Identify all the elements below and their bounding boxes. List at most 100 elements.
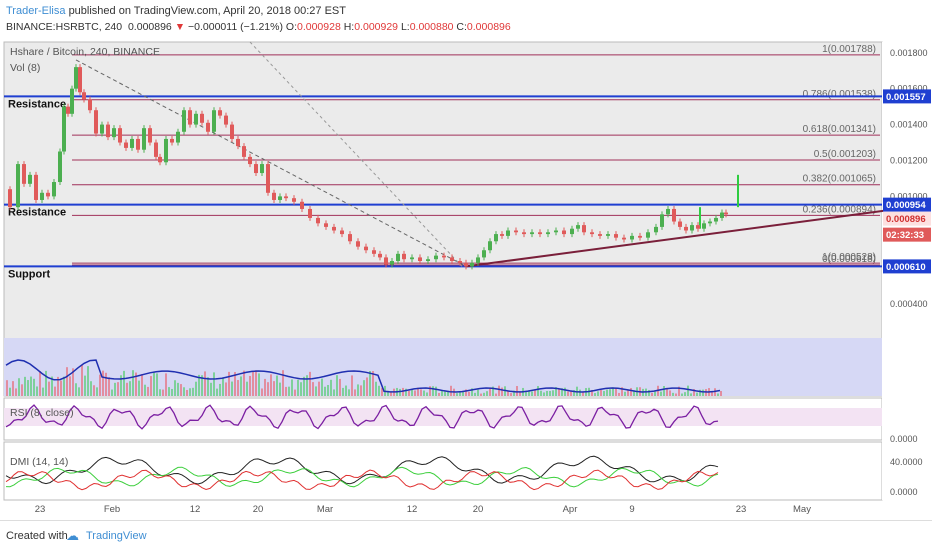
volume-bar (372, 371, 374, 396)
volume-bar (285, 386, 287, 396)
volume-bar (660, 391, 662, 396)
volume-bar (213, 372, 215, 396)
candle-body (434, 255, 438, 260)
x-tick-label: May (793, 504, 811, 515)
ascending-trendline (465, 209, 885, 268)
volume-bar (690, 393, 692, 396)
resistance-price-tag-box (883, 197, 931, 212)
price-change: −0.000011 (−1.21%) (188, 21, 283, 33)
volume-bar (303, 376, 305, 396)
candle-body (570, 228, 574, 235)
support-resistance-levels[interactable]: Resistance Resistance Support (4, 95, 882, 280)
volume-bar (387, 390, 389, 396)
candle-body (562, 230, 566, 235)
x-tick-label: 20 (473, 504, 484, 515)
candle-body (714, 217, 718, 222)
y-tick-label: 0.001600 (890, 84, 928, 94)
volume-bar (558, 389, 560, 396)
x-tick-label: Apr (563, 504, 578, 515)
volume-bar (411, 389, 413, 396)
candle-body (52, 182, 56, 197)
volume-bar (537, 386, 539, 396)
volume-bar (189, 388, 191, 396)
published-text: published on TradingView.com, April 20, … (68, 5, 346, 17)
candle-body (488, 241, 492, 251)
candle-body (248, 156, 252, 165)
volume-bar (369, 371, 371, 396)
volume-bar (441, 390, 443, 396)
volume-bar (6, 380, 8, 396)
dmi-pane[interactable] (3, 441, 883, 501)
volume-bar (459, 392, 461, 396)
candle-body (426, 259, 430, 262)
volume-bar (363, 380, 365, 396)
author-link[interactable]: Trader-Elisa (6, 5, 66, 17)
price-candles (8, 64, 728, 270)
candle-body (316, 217, 320, 224)
fib-level-label: 1(0.001788) (822, 44, 876, 55)
volume-bars (5, 359, 722, 396)
candle-body (458, 261, 462, 263)
volume-bar (60, 380, 62, 396)
volume-bar (288, 386, 290, 396)
di-plus-line (5, 466, 719, 488)
volume-bar (507, 391, 509, 396)
volume-bar (168, 387, 170, 396)
candle-body (230, 124, 234, 139)
volume-bar (579, 389, 581, 396)
candle-body (390, 261, 394, 265)
volume-bar (480, 393, 482, 396)
volume-bar (354, 389, 356, 396)
volume-bar (345, 385, 347, 396)
volume-bar (366, 377, 368, 396)
volume-bar (18, 378, 20, 396)
x-tick-label: 12 (407, 504, 418, 515)
symbol-label: BINANCE:HSRBTC, 240 (6, 21, 123, 33)
volume-bar (126, 382, 128, 396)
candle-body (130, 138, 134, 148)
volume-bar (408, 390, 410, 396)
main-pane[interactable] (3, 41, 883, 397)
candle-body (300, 201, 304, 209)
candle-body (576, 225, 580, 229)
volume-bar (423, 390, 425, 396)
volume-bar (717, 393, 719, 396)
volume-bar (525, 391, 527, 396)
chart-area[interactable]: 0.001800 0.001600 0.001400 0.001200 0.001000… (0, 40, 932, 518)
candle-body (158, 156, 162, 163)
volume-bar (222, 377, 224, 396)
volume-bar (231, 381, 233, 396)
volume-bar (228, 371, 230, 396)
candle-body (136, 138, 140, 150)
volume-bar (687, 385, 689, 396)
candle-body (8, 189, 12, 208)
volume-bar (495, 393, 497, 396)
fib-retracement[interactable]: 1(0.001788) 0.786(0.001538) 0.618(0.001341… (72, 44, 880, 266)
oscillators (5, 404, 719, 491)
volume-bar (63, 376, 65, 396)
volume-bar (528, 390, 530, 396)
candle-body (260, 164, 264, 174)
volume-bar (174, 380, 176, 396)
volume-bar (702, 389, 704, 396)
volume-bar (120, 375, 122, 396)
candle-body (348, 234, 352, 242)
candle-body (606, 234, 610, 236)
candle-body (720, 212, 724, 218)
candle-body (78, 67, 82, 93)
candle-body (218, 110, 222, 116)
candle-body (410, 257, 414, 260)
last-price-tag-box (883, 211, 931, 226)
volume-bar (378, 385, 380, 396)
tradingview-brand[interactable]: TradingView (86, 530, 147, 542)
level-label: Resistance (8, 98, 66, 110)
volume-bar (498, 385, 500, 396)
fib-level-label: 0(0.000618) (822, 254, 876, 265)
volume-bar (633, 390, 635, 396)
volume-bar (306, 375, 308, 396)
volume-bar (432, 386, 434, 396)
volume-bar (315, 386, 317, 396)
x-tick-label: Mar (317, 504, 333, 515)
candle-body (292, 198, 296, 202)
candle-body (702, 223, 706, 229)
